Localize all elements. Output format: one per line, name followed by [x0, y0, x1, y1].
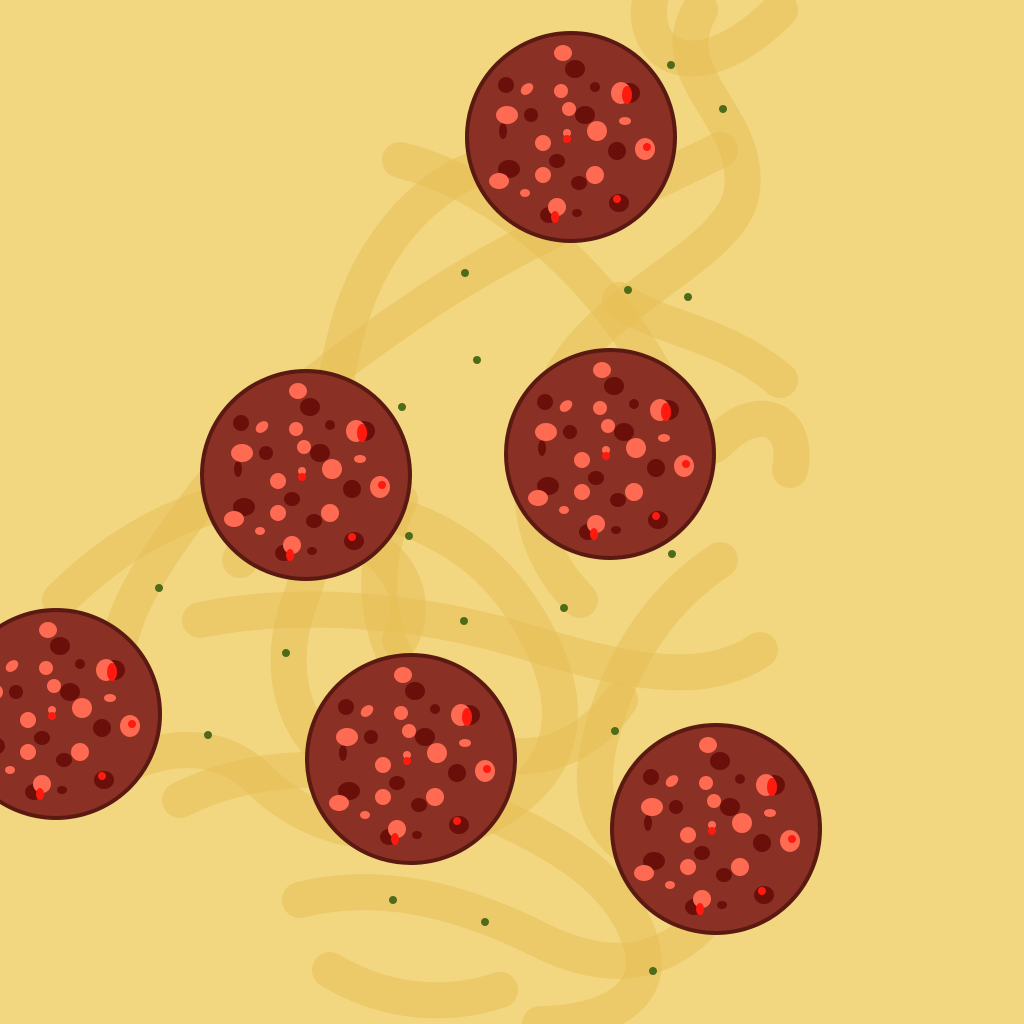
pepperoni-slice: [200, 369, 412, 581]
herb-flecks: [155, 61, 727, 975]
pepperoni-slice: [504, 348, 716, 560]
pepperoni-slice: [465, 31, 677, 243]
pepperoni-slice: [610, 723, 822, 935]
pepperoni-slice: [0, 608, 162, 820]
pepperoni-slice: [305, 653, 517, 865]
